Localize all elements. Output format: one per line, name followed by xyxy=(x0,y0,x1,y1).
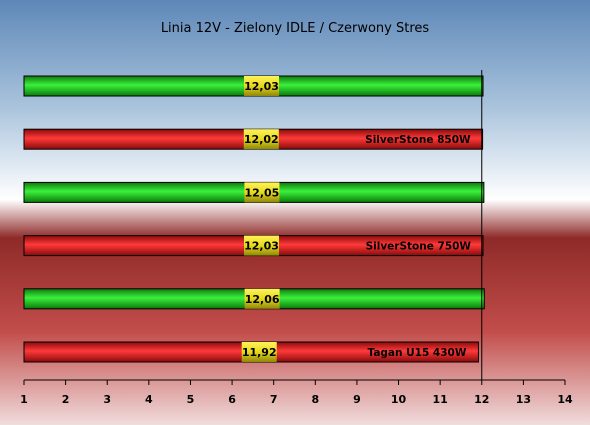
value-box-3 xyxy=(244,235,280,256)
value-label-4: 12,06 xyxy=(245,293,280,306)
x-tick-label: 10 xyxy=(391,393,407,406)
value-box-5 xyxy=(241,342,277,362)
x-tick-label: 14 xyxy=(557,393,573,406)
bar-label-5: Tagan U15 430W xyxy=(368,347,467,359)
x-tick-label: 5 xyxy=(187,393,195,406)
chart-title: Linia 12V - Zielony IDLE / Czerwony Stre… xyxy=(161,21,430,36)
bar-label-1: SilverStone 850W xyxy=(365,134,471,146)
value-box-4 xyxy=(244,288,280,309)
x-tick-label: 6 xyxy=(228,393,236,406)
x-tick-label: 9 xyxy=(353,393,361,406)
value-label-1: 12,02 xyxy=(244,133,279,146)
x-tick-label: 13 xyxy=(516,393,531,406)
value-label-0: 12,03 xyxy=(244,80,279,93)
bar-label-3: SilverStone 750W xyxy=(366,241,472,253)
value-box-2 xyxy=(244,182,280,203)
x-tick-label: 3 xyxy=(103,393,111,406)
value-label-2: 12,05 xyxy=(245,186,280,199)
value-box-1 xyxy=(243,129,279,150)
x-tick-label: 8 xyxy=(311,393,319,406)
x-tick-label: 4 xyxy=(145,393,153,406)
value-label-5: 11,92 xyxy=(242,346,277,359)
x-tick-label: 11 xyxy=(432,393,447,406)
x-tick-label: 7 xyxy=(270,393,278,406)
x-tick-label: 1 xyxy=(20,393,28,406)
value-label-3: 12,03 xyxy=(244,240,279,253)
x-tick-label: 12 xyxy=(474,393,489,406)
x-axis: 1 2 3 4 5 6 7 8 9 10 11 12 13 14 xyxy=(20,70,573,406)
x-tick-label: 2 xyxy=(62,393,70,406)
value-box-0 xyxy=(244,76,280,96)
bars-group: 12,03 12,02 SilverStone 850W 12,05 12,03 Silv… xyxy=(23,75,485,363)
